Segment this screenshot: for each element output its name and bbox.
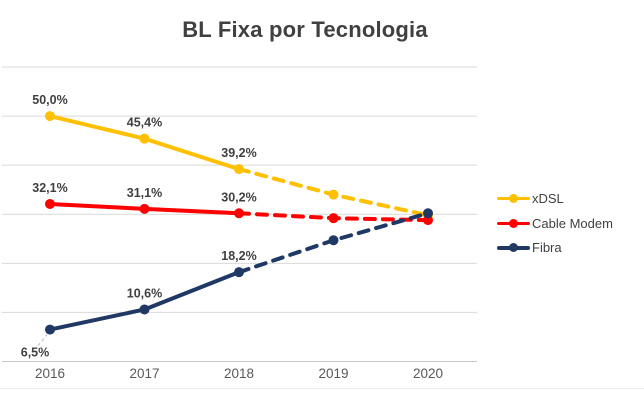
chart-title: BL Fixa por Tecnologia — [182, 17, 428, 42]
x-axis-label: 2018 — [224, 366, 254, 381]
data-point — [139, 133, 150, 144]
data-point — [234, 164, 244, 175]
data-point — [423, 208, 433, 219]
data-label: 10,6% — [127, 286, 162, 300]
legend-dot — [509, 193, 518, 203]
data-point — [328, 189, 339, 200]
data-label: 31,1% — [127, 186, 162, 200]
x-axis-label: 2020 — [413, 366, 443, 381]
legend-line-marker-icon — [497, 218, 530, 229]
data-point — [139, 304, 150, 315]
series-fibra: 6,5% 10,6% 18,2% — [21, 208, 433, 360]
data-label: 18,2% — [221, 249, 256, 263]
data-label: 30,2% — [221, 190, 256, 204]
legend-label-xdsl: xDSL — [532, 190, 564, 206]
data-label: 32,1% — [32, 181, 67, 195]
legend-label-cable-modem: Cable Modem — [532, 215, 613, 231]
label-leader-line — [37, 334, 48, 346]
legend-item-cable-modem: Cable Modem — [497, 211, 613, 236]
x-axis-label: 2019 — [318, 366, 348, 381]
series-line-solid — [48, 270, 241, 332]
data-label: 45,4% — [127, 116, 162, 130]
data-label: 50,0% — [32, 93, 67, 107]
data-point — [45, 324, 55, 335]
data-point — [45, 198, 55, 209]
x-axis-label: 2017 — [129, 366, 159, 381]
data-point — [423, 215, 433, 226]
legend-item-fibra: Fibra — [497, 235, 613, 260]
data-point — [45, 111, 55, 122]
data-label: 39,2% — [221, 146, 256, 160]
data-point — [328, 235, 339, 246]
legend-line-marker-icon — [497, 242, 530, 253]
legend-line-marker-icon — [497, 193, 530, 204]
legend-dot — [509, 218, 518, 228]
data-point — [234, 267, 244, 278]
data-label: 6,5% — [21, 346, 50, 360]
data-point — [234, 208, 244, 219]
series-cable-modem: 32,1% 31,1% 30,2% — [32, 181, 433, 226]
series-xdsl: 50,0% 45,4% 39,2% — [32, 93, 433, 221]
legend: xDSL Cable Modem Fibra — [497, 186, 613, 260]
legend-label-fibra: Fibra — [532, 240, 562, 256]
x-axis-label: 2016 — [35, 366, 65, 381]
chart-bottom-border — [0, 388, 644, 389]
data-point — [139, 203, 150, 214]
legend-item-xdsl: xDSL — [497, 186, 613, 211]
data-point — [328, 213, 339, 224]
legend-dot — [509, 243, 518, 253]
